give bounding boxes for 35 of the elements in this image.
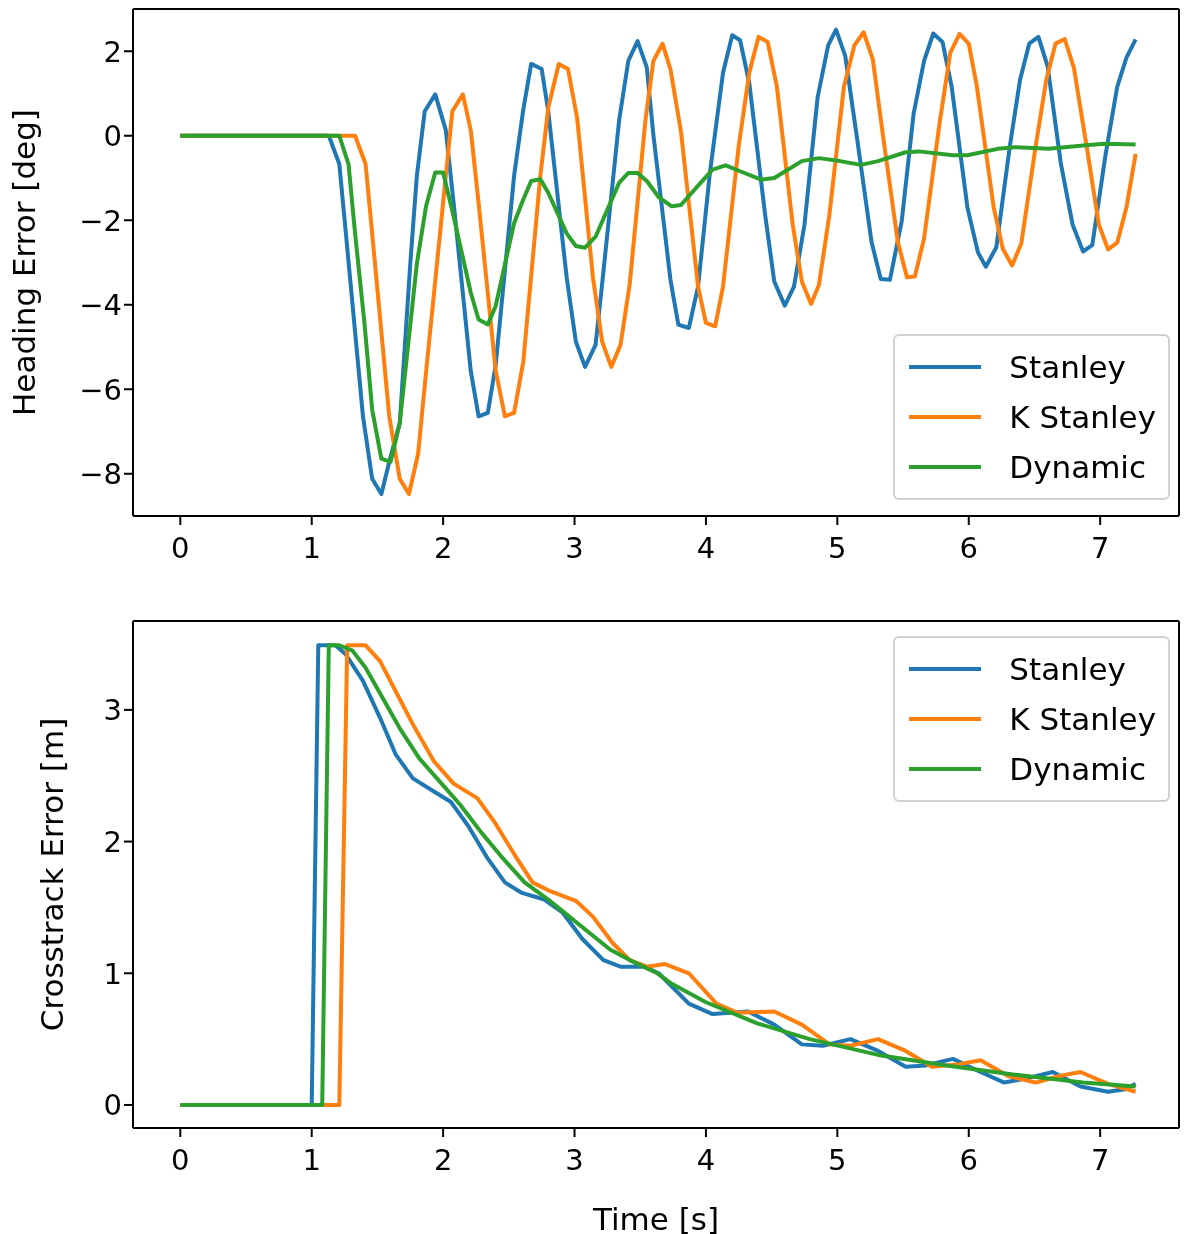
y-tick-label: 1: [103, 956, 122, 991]
y-tick-label: −8: [79, 457, 122, 492]
x-tick-label: 4: [696, 530, 716, 565]
x-tick-label: 6: [959, 530, 978, 565]
y-tick-label: 2: [103, 824, 122, 859]
x-tick-label: 4: [696, 1142, 716, 1177]
x-axis-title: Time [s]: [591, 1201, 720, 1234]
y-axis-title: Crosstrack Error [m]: [34, 717, 71, 1032]
x-tick-label: 0: [171, 530, 190, 565]
y-tick-label: −2: [79, 203, 122, 238]
x-tick-label: 2: [433, 1142, 453, 1177]
y-axis-title: Heading Error [deg]: [6, 109, 43, 416]
x-tick-label: 7: [1090, 530, 1110, 565]
x-tick-label: 1: [302, 1142, 321, 1177]
y-tick-label: 2: [103, 34, 122, 69]
y-tick-label: −4: [79, 288, 122, 323]
legend-label: Stanley: [1009, 349, 1126, 385]
x-tick-label: 3: [565, 1142, 584, 1177]
legend-label: Dynamic: [1009, 449, 1147, 485]
y-tick-label: 3: [103, 693, 122, 728]
y-tick-label: 0: [103, 1088, 122, 1123]
legend-label: K Stanley: [1009, 701, 1156, 737]
legend-label: Dynamic: [1009, 751, 1147, 787]
x-tick-label: 5: [828, 1142, 847, 1177]
x-tick-label: 1: [302, 530, 321, 565]
legend-label: Stanley: [1009, 651, 1126, 687]
x-tick-label: 5: [828, 530, 847, 565]
y-tick-label: −6: [79, 372, 122, 407]
y-tick-label: 0: [103, 119, 122, 154]
x-tick-label: 3: [565, 530, 584, 565]
x-tick-label: 2: [433, 530, 453, 565]
x-tick-label: 6: [959, 1142, 978, 1177]
x-tick-label: 7: [1090, 1142, 1110, 1177]
x-tick-label: 0: [171, 1142, 190, 1177]
legend-label: K Stanley: [1009, 399, 1156, 435]
